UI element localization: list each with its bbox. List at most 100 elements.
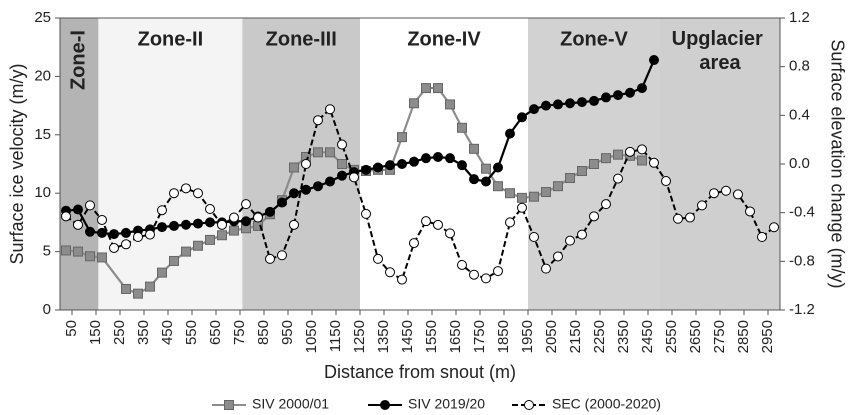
marker xyxy=(613,90,623,101)
marker xyxy=(193,218,203,229)
x-tick-label: 750 xyxy=(231,320,248,345)
zone-label: Upglacier area xyxy=(672,28,769,74)
x-tick-label: 650 xyxy=(207,320,224,345)
marker xyxy=(505,188,515,199)
x-tick-label: 550 xyxy=(183,320,200,345)
marker xyxy=(301,184,311,195)
marker xyxy=(457,259,467,270)
zone-band xyxy=(660,18,780,310)
marker xyxy=(217,230,227,241)
marker xyxy=(325,104,335,115)
marker xyxy=(481,176,491,187)
marker xyxy=(709,188,719,199)
marker xyxy=(673,213,683,224)
marker xyxy=(649,157,659,168)
marker xyxy=(133,288,143,299)
marker xyxy=(469,143,479,154)
marker xyxy=(421,83,431,94)
zone-label: Zone-I xyxy=(67,30,89,90)
x-tick-label: 1550 xyxy=(423,320,440,353)
marker xyxy=(337,139,347,150)
marker xyxy=(97,214,107,225)
legend-marker xyxy=(524,400,534,410)
marker xyxy=(565,173,575,184)
marker xyxy=(205,204,215,215)
marker xyxy=(685,212,695,223)
marker xyxy=(193,188,203,199)
marker xyxy=(61,211,71,222)
x-tick-label: 1650 xyxy=(447,320,464,353)
marker xyxy=(325,147,335,158)
marker xyxy=(577,166,587,177)
marker xyxy=(409,238,419,249)
marker xyxy=(85,226,95,237)
marker xyxy=(157,205,167,216)
marker xyxy=(541,263,551,274)
x-tick-label: 50 xyxy=(63,320,80,337)
marker xyxy=(529,232,539,242)
x-tick-label: 950 xyxy=(279,320,296,345)
marker xyxy=(253,212,263,223)
marker xyxy=(109,229,119,240)
marker xyxy=(625,87,635,98)
x-tick-label: 1150 xyxy=(327,320,344,352)
marker xyxy=(181,246,191,257)
x-tick-label: 2250 xyxy=(591,320,608,353)
legend-label: SIV 2019/20 xyxy=(408,396,485,412)
marker xyxy=(229,212,239,223)
marker xyxy=(637,144,647,155)
marker xyxy=(565,235,575,246)
marker xyxy=(289,219,299,230)
marker xyxy=(169,188,179,199)
marker xyxy=(397,159,407,169)
marker xyxy=(481,163,491,174)
y2-tick-label: 0.8 xyxy=(789,58,810,75)
marker xyxy=(217,219,227,230)
marker xyxy=(529,104,539,115)
marker xyxy=(493,181,503,192)
y2-tick-label: 0.4 xyxy=(789,106,810,123)
marker xyxy=(493,162,503,173)
x-tick-label: 1750 xyxy=(471,320,488,353)
x-tick-label: 2950 xyxy=(759,320,776,353)
marker xyxy=(601,199,611,210)
marker xyxy=(517,202,527,213)
marker xyxy=(205,217,215,228)
marker xyxy=(457,122,467,133)
marker xyxy=(445,153,455,164)
marker xyxy=(313,181,323,192)
marker xyxy=(157,222,167,233)
marker xyxy=(325,176,335,187)
marker xyxy=(109,242,119,253)
zone-band xyxy=(98,18,243,310)
marker xyxy=(469,269,479,280)
zone-label: Zone-II xyxy=(138,28,204,50)
marker xyxy=(337,159,347,169)
marker xyxy=(565,98,575,109)
marker xyxy=(445,99,455,110)
marker xyxy=(85,251,95,262)
legend-marker xyxy=(224,400,234,410)
marker xyxy=(517,192,527,203)
x-tick-label: 1950 xyxy=(519,320,536,353)
marker xyxy=(241,216,251,227)
marker xyxy=(769,222,779,233)
marker xyxy=(589,95,599,106)
marker xyxy=(289,188,299,199)
x-tick-label: 1350 xyxy=(375,320,392,353)
marker xyxy=(553,99,563,110)
marker xyxy=(601,92,611,103)
marker xyxy=(433,151,443,162)
marker xyxy=(577,97,587,108)
marker xyxy=(241,199,251,210)
x-tick-label: 850 xyxy=(255,320,272,345)
marker xyxy=(361,208,371,219)
marker xyxy=(421,216,431,227)
y-tick-label: 0 xyxy=(43,301,51,318)
marker xyxy=(589,159,599,169)
marker xyxy=(397,132,407,143)
marker xyxy=(145,281,155,292)
marker xyxy=(529,191,539,202)
y-tick-label: 10 xyxy=(34,184,51,201)
marker xyxy=(697,200,707,211)
